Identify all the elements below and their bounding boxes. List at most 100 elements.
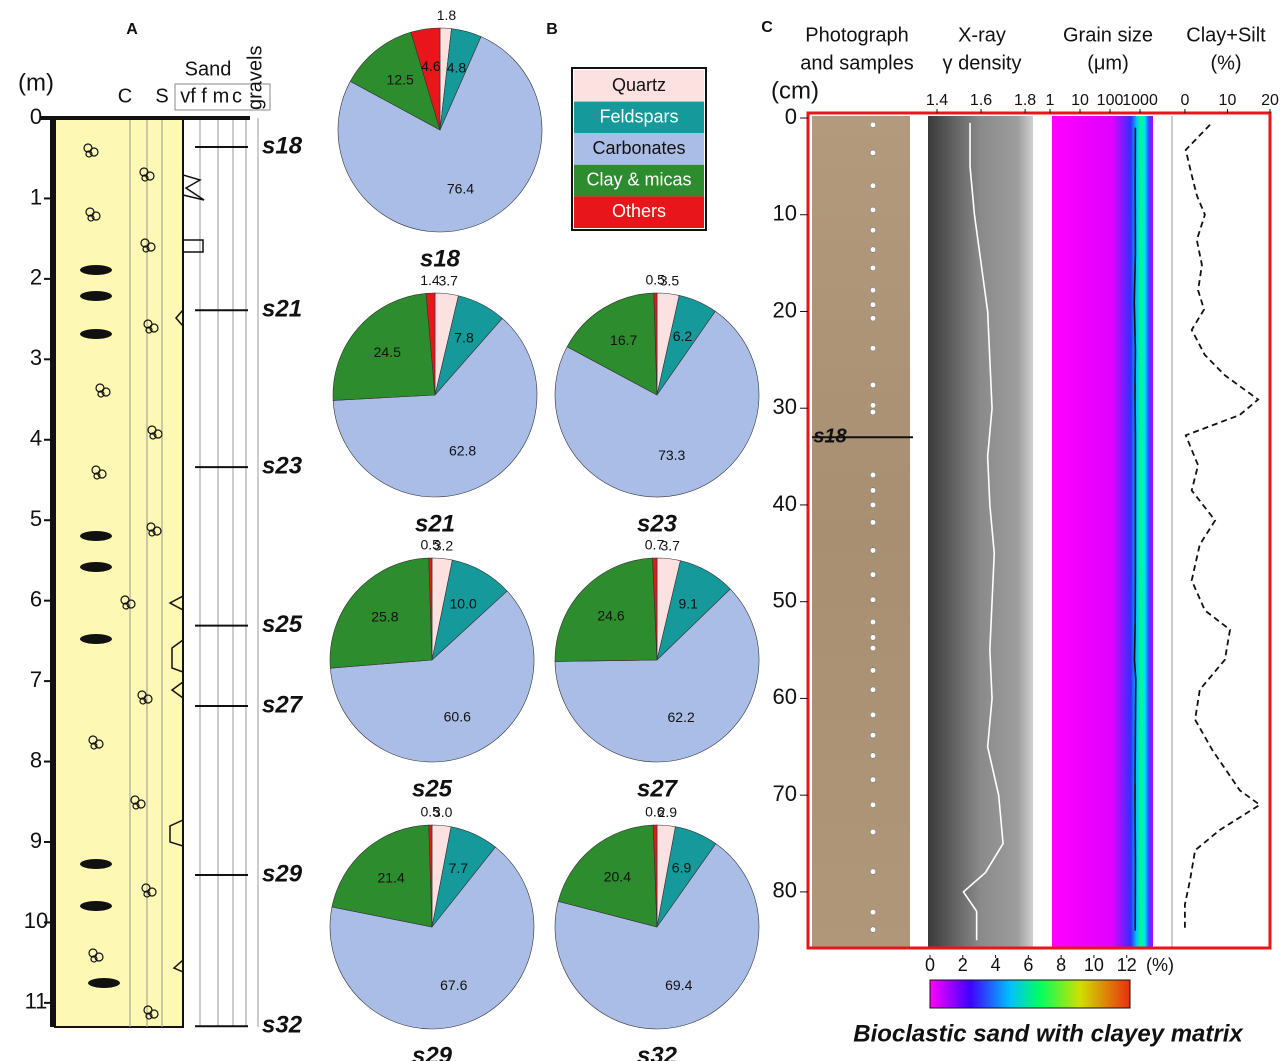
value-label: 24.5 <box>374 344 401 360</box>
sample-dot <box>870 777 876 783</box>
value-label: 21.4 <box>378 869 405 885</box>
clay-title: Clay+Silt <box>1186 24 1266 46</box>
x-tick-label: 10 <box>1071 92 1089 109</box>
sample-dot <box>870 150 876 156</box>
sample-dot <box>870 869 876 875</box>
legend-label: Others <box>612 201 666 221</box>
value-label: 7.8 <box>454 330 474 346</box>
pie-title: s32 <box>637 1042 678 1061</box>
density-title: γ density <box>943 52 1022 74</box>
sample-dot <box>870 227 876 233</box>
y-tick-label: 6 <box>30 586 42 611</box>
y-tick-label: 0 <box>785 104 797 129</box>
value-label: 73.3 <box>658 447 685 463</box>
x-tick-label: 10 <box>1219 92 1237 109</box>
y-tick-label: 2 <box>30 265 42 290</box>
sample-dot <box>870 712 876 718</box>
x-tick-label: 1.8 <box>1014 92 1036 109</box>
sample-dot <box>870 207 876 213</box>
x-tick-label: 1.4 <box>926 92 948 109</box>
sample-dot <box>870 409 876 415</box>
sample-dot <box>870 572 876 578</box>
value-label: 4.6 <box>421 58 441 74</box>
y-tick-label: 5 <box>30 506 42 531</box>
value-label: 6.2 <box>673 328 693 344</box>
sediment-column <box>55 118 183 1027</box>
value-label: 24.6 <box>597 607 624 623</box>
core-photo <box>812 116 910 947</box>
y-tick-label: 8 <box>30 747 42 772</box>
y-tick-label: 60 <box>773 684 797 709</box>
grain-map <box>1052 116 1153 947</box>
value-label: 0.5 <box>420 804 440 820</box>
y-tick-label: 40 <box>773 491 797 516</box>
value-label: 62.2 <box>668 709 695 725</box>
y-axis-label: (cm) <box>771 77 819 104</box>
clay-title: (%) <box>1210 52 1241 74</box>
x-tick-label: 20 <box>1261 92 1279 109</box>
sample-label: s27 <box>262 691 304 718</box>
sand-class-label: f <box>201 85 207 107</box>
pie-title: s23 <box>637 510 678 537</box>
value-label: 20.4 <box>604 868 631 884</box>
value-label: 10.0 <box>450 596 477 612</box>
sample-dot <box>870 635 876 641</box>
value-label: 6.9 <box>672 859 692 875</box>
sample-dot <box>870 927 876 933</box>
pie-title: s29 <box>412 1042 453 1061</box>
y-tick-label: 70 <box>773 781 797 806</box>
sample-dot <box>870 403 876 409</box>
density-title: X-ray <box>958 24 1006 46</box>
column-label: S <box>155 85 168 107</box>
sample-dot <box>870 909 876 915</box>
figure: A(m)01234567891011CSSandvffmcgravelss18s… <box>0 0 1282 1061</box>
sample-dot <box>870 802 876 808</box>
y-tick-label: 50 <box>773 587 797 612</box>
y-tick-label: 4 <box>30 426 42 451</box>
sample-dot <box>870 548 876 554</box>
y-tick-label: 0 <box>30 104 42 129</box>
value-label: 16.7 <box>610 332 637 348</box>
sample-dot <box>870 472 876 478</box>
sample-dot <box>870 732 876 738</box>
sample-dot <box>870 687 876 693</box>
sand-label: Sand <box>185 58 232 80</box>
sample-dot <box>870 122 876 128</box>
value-label: 12.5 <box>387 72 414 88</box>
value-label: 67.6 <box>440 977 467 993</box>
caption: Bioclastic sand with clayey matrix <box>853 1020 1244 1047</box>
gravel-label: gravels <box>244 46 266 110</box>
x-tick-label: 100 <box>1097 92 1124 109</box>
x-tick-label: 1 <box>1046 92 1055 109</box>
sample-dot <box>870 183 876 189</box>
y-tick-label: 10 <box>24 908 48 933</box>
pie-title: s21 <box>415 510 455 537</box>
sample-dot <box>870 345 876 351</box>
sample-dot <box>870 315 876 321</box>
value-label: 1.8 <box>437 7 457 23</box>
sample-marker-label: s18 <box>813 426 847 448</box>
value-label: 25.8 <box>371 609 398 625</box>
value-label: 1.4 <box>420 272 440 288</box>
value-label: 0.5 <box>645 272 665 288</box>
sample-label: s32 <box>262 1012 303 1039</box>
value-label: 60.6 <box>444 709 471 725</box>
value-label: 0.5 <box>420 537 440 553</box>
colorbar <box>930 980 1130 1008</box>
y-tick-label: 3 <box>30 345 42 370</box>
sample-dot <box>870 645 876 651</box>
y-tick-label: 20 <box>773 297 797 322</box>
y-axis-label: (m) <box>18 69 54 96</box>
sample-label: s25 <box>262 611 303 638</box>
photo-title: Photograph <box>805 24 908 46</box>
sample-dot <box>870 302 876 308</box>
colorbar-unit: (%) <box>1146 955 1174 975</box>
value-label: 9.1 <box>679 596 699 612</box>
panel-label: A <box>126 21 138 38</box>
y-tick-label: 9 <box>30 828 42 853</box>
sample-dot <box>870 753 876 759</box>
value-label: 69.4 <box>665 977 692 993</box>
value-label: 3.7 <box>438 272 458 288</box>
sand-class-label: c <box>232 85 242 107</box>
sample-dot <box>870 619 876 625</box>
